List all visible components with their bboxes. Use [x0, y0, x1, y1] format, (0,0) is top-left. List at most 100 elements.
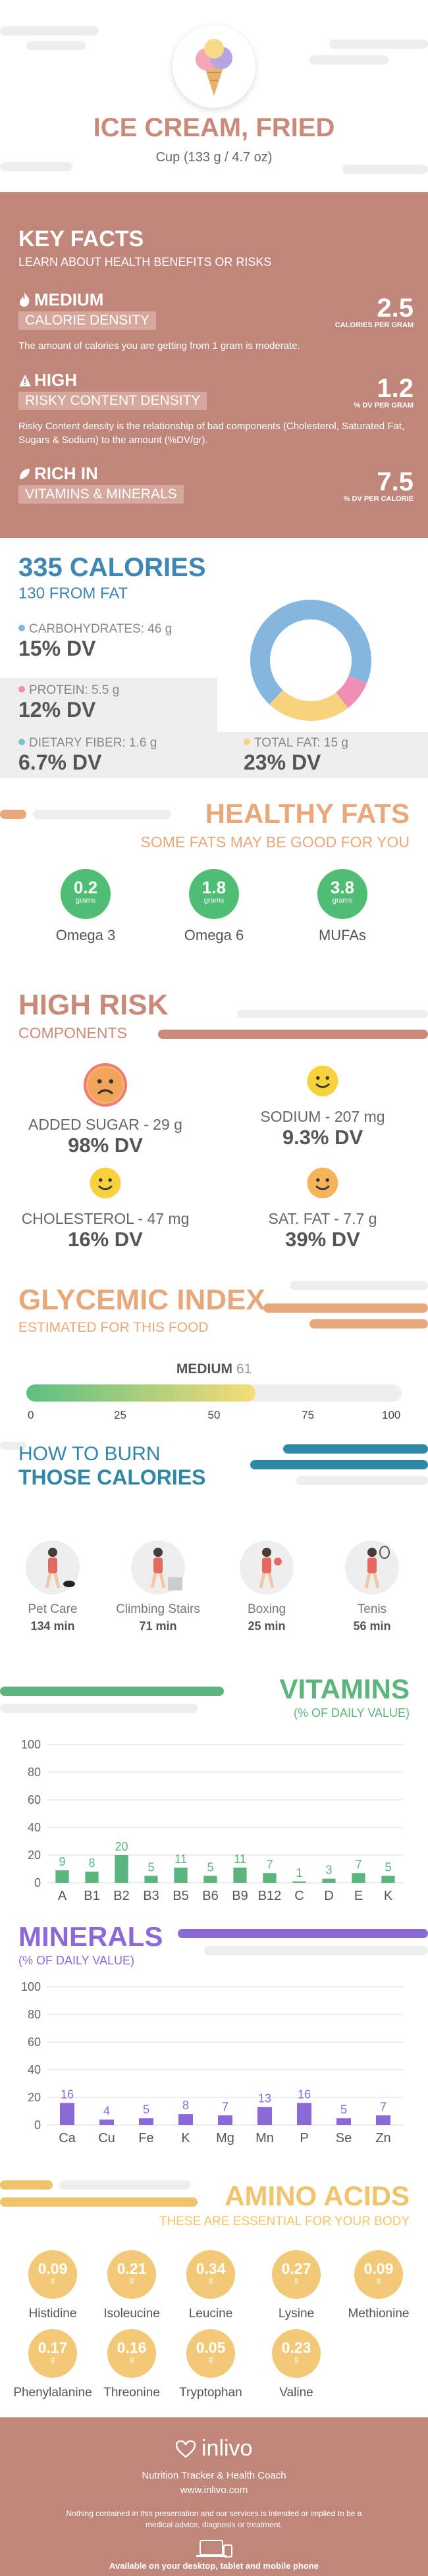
glycemic-tick: 50 [207, 1409, 221, 1421]
ice-cream-icon [173, 25, 255, 108]
glycemic-bar [26, 1384, 402, 1402]
x-tick-label: K [181, 2131, 190, 2145]
x-tick-label: B1 [84, 1889, 99, 1903]
calorie-density-label: CALORIE DENSITY [18, 311, 157, 330]
footer-brand: inlivo [0, 2436, 428, 2461]
burn-title-line2: THOSE CALORIES [18, 1465, 206, 1489]
fiber-dot [18, 739, 25, 745]
boxing-icon [240, 1540, 294, 1594]
amino-label: Methionine [348, 2307, 410, 2321]
bar [115, 1855, 128, 1883]
carbs-dv: 15% DV [18, 637, 96, 660]
glycemic-tick: 0 [28, 1409, 34, 1421]
bar-value-label: 5 [385, 1861, 391, 1874]
risky-content-block: HIGH RISKY CONTENT DENSITY 1.2 % DV PER … [18, 370, 414, 447]
amino-unit: g [129, 2355, 134, 2363]
amino-value: 0.23 [281, 2339, 311, 2356]
burn-activity-label: Climbing Stairs [116, 1602, 200, 1616]
burn-activity-label: Boxing [247, 1602, 286, 1616]
burn-activity-minutes: 134 min [30, 1619, 75, 1633]
minerals-title: MINERALS [18, 1921, 163, 1952]
x-tick-label: B12 [258, 1889, 282, 1903]
amino-blob: 0.16 g [107, 2329, 156, 2378]
fat-dot [244, 739, 250, 745]
warning-icon [18, 371, 31, 386]
fat-unit: grams [75, 897, 96, 905]
bar-value-label: 20 [115, 1840, 128, 1853]
leaf-icon [18, 465, 30, 479]
risky-content-value: 1.2 [377, 374, 414, 403]
amino-value: 0.05 [196, 2339, 226, 2356]
bar [292, 1881, 306, 1883]
amino-item: 0.16 g Threonine [89, 2329, 174, 2400]
heart-logo-icon [175, 2436, 196, 2461]
fat-item: 3.8 grams MUFAs [290, 869, 395, 944]
fat-unit: grams [332, 897, 353, 905]
risk-item: CHOLESTEROL - 47 mg 16% DV [7, 1165, 204, 1251]
risk-label: CHOLESTEROL - 47 mg [21, 1210, 190, 1227]
key-facts-subtitle: LEARN ABOUT HEALTH BENEFITS OR RISKS [18, 255, 272, 269]
y-tick-label: 0 [34, 1876, 41, 1889]
amino-label: Histidine [28, 2307, 77, 2321]
sad-face-icon [84, 1063, 127, 1107]
bar-value-label: 7 [266, 1858, 273, 1871]
calorie-density-level: MEDIUM [34, 290, 104, 309]
amino-blob: 0.17 g [28, 2329, 77, 2378]
y-tick-label: 40 [28, 2063, 41, 2076]
fiber-label: DIETARY FIBER: 1.6 g [29, 736, 157, 750]
burn-activity-minutes: 25 min [248, 1619, 286, 1633]
high-risk-subtitle: COMPONENTS [18, 1024, 127, 1041]
minerals-section: MINERALS (% OF DAILY VALUE) 100 80 60 40 20 0… [0, 1921, 428, 2171]
burn-activity: Tenis 56 min [323, 1540, 421, 1633]
amino-item: 0.09 g Methionine [336, 2250, 421, 2321]
y-tick-label: 20 [28, 2091, 41, 2104]
y-tick-label: 60 [28, 1793, 41, 1806]
calories-from-fat: 130 FROM FAT [18, 585, 128, 602]
key-facts-section: KEY FACTS LEARN ABOUT HEALTH BENEFITS OR… [0, 192, 428, 538]
amino-section: AMINO ACIDS THESE ARE ESSENTIAL FOR YOUR… [0, 2172, 428, 2400]
bar [144, 1876, 158, 1883]
amino-unit: g [129, 2276, 134, 2284]
fiber-dv: 6.7% DV [18, 750, 102, 774]
calorie-density-unit: CALORIES PER GRAM [334, 321, 414, 329]
risk-label: SODIUM - 207 mg [260, 1108, 385, 1125]
high-risk-title: HIGH RISK [18, 989, 169, 1021]
fiber-item: DIETARY FIBER: 1.6 g 6.7% DV [18, 736, 157, 775]
amino-blob: 0.09 g [28, 2250, 77, 2299]
healthy-fats-section: HEALTHY FATS SOME FATS MAY BE GOOD FOR Y… [0, 790, 428, 974]
amino-value: 0.27 [281, 2260, 311, 2277]
header: ICE CREAM, FRIED Cup (133 g / 4.7 oz) [0, 0, 428, 184]
bar [99, 2119, 114, 2125]
stairs-icon [131, 1540, 185, 1594]
fat-blob: 0.2 grams [61, 869, 111, 919]
x-tick-label: Se [336, 2131, 352, 2145]
bar [218, 2115, 232, 2125]
x-tick-label: Ca [59, 2131, 76, 2145]
amino-value: 0.17 [38, 2339, 68, 2356]
x-tick-label: B9 [232, 1889, 248, 1903]
footer-website[interactable]: www.inlivo.com [180, 2484, 248, 2496]
fat-item: TOTAL FAT: 15 g 23% DV [244, 736, 348, 775]
bar-value-label: 11 [174, 1853, 187, 1866]
glycemic-title: GLYCEMIC INDEX [18, 1284, 265, 1316]
fat-dv: 23% DV [244, 750, 321, 774]
risky-content-desc: Risky Content density is the relationshi… [18, 421, 405, 446]
fat-item: 0.2 grams Omega 3 [33, 869, 138, 944]
bar-value-label: 7 [222, 2100, 228, 2113]
bar-value-label: 1 [296, 1866, 302, 1879]
risk-dv: 9.3% DV [282, 1126, 363, 1149]
x-tick-label: Mn [255, 2131, 274, 2145]
vitamins-subtitle: (% OF DAILY VALUE) [293, 1706, 410, 1720]
glycemic-tick: 100 [382, 1409, 401, 1421]
vitamins-title: VITAMINS [279, 1673, 410, 1704]
x-tick-label: Zn [375, 2131, 390, 2145]
bar [263, 1873, 277, 1883]
calories-title: 335 CALORIES [18, 553, 206, 582]
carbs-dot [18, 625, 25, 631]
bar [322, 1878, 336, 1883]
donut-slice-fat [269, 690, 348, 721]
fat-value: 1.8 [201, 878, 227, 897]
amino-blob: 0.05 g [186, 2329, 235, 2378]
y-tick-label: 80 [28, 1766, 41, 1779]
